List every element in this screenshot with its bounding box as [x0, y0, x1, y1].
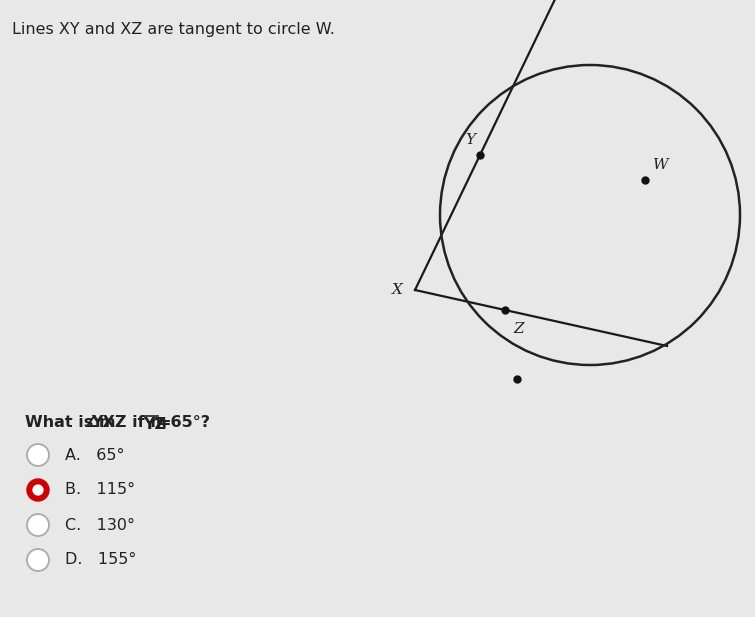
Circle shape: [33, 485, 43, 495]
Circle shape: [27, 549, 49, 571]
Text: Lines XY and XZ are tangent to circle W.: Lines XY and XZ are tangent to circle W.: [12, 22, 335, 37]
Text: A.   65°: A. 65°: [65, 447, 125, 463]
Text: C.   130°: C. 130°: [65, 518, 135, 532]
Text: YXZ if m: YXZ if m: [91, 415, 168, 430]
Circle shape: [27, 479, 49, 501]
Text: ∠: ∠: [84, 415, 98, 430]
Text: YZ: YZ: [143, 417, 167, 432]
Text: Z: Z: [513, 322, 524, 336]
Text: What is m: What is m: [25, 415, 116, 430]
Text: X: X: [392, 283, 403, 297]
Circle shape: [27, 514, 49, 536]
Text: B.   115°: B. 115°: [65, 482, 135, 497]
Text: =65°?: =65°?: [158, 415, 211, 430]
Circle shape: [27, 444, 49, 466]
Text: W: W: [653, 158, 669, 172]
Text: D.   155°: D. 155°: [65, 552, 137, 568]
Text: Y: Y: [465, 133, 475, 147]
